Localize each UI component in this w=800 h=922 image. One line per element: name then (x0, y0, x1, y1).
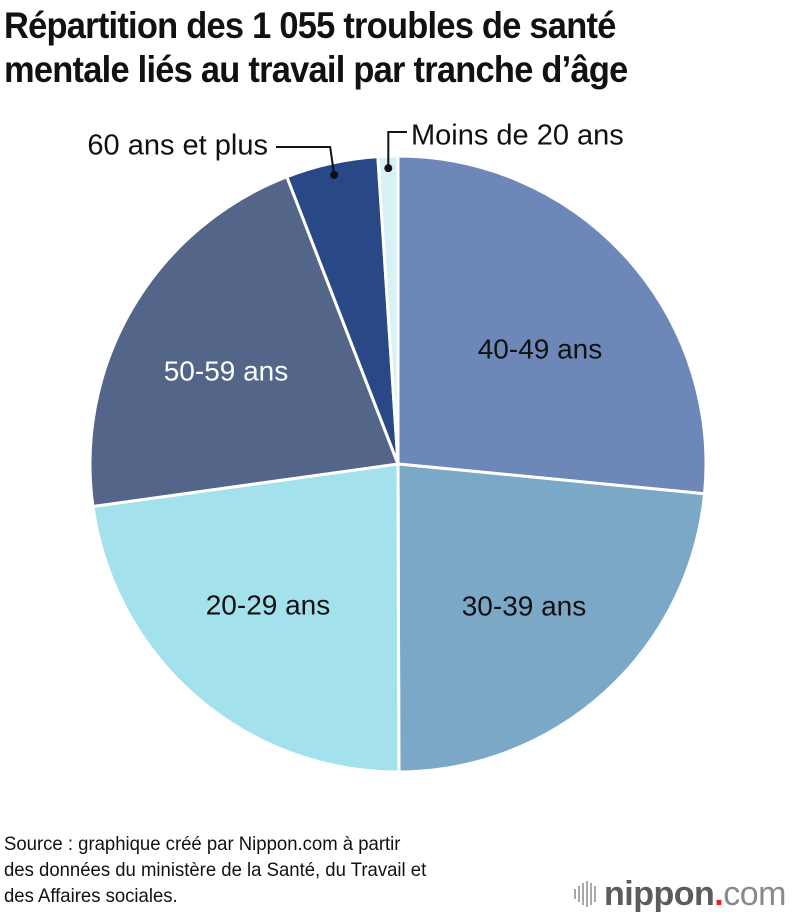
slice-label: 30-39 ans (462, 590, 587, 621)
slice-label: 60 ans et plus (87, 130, 268, 162)
leader-line (387, 131, 407, 169)
slice-label: 20-29 ans (206, 589, 331, 620)
leader-dot (384, 164, 393, 173)
logo-wordmark: nippon.com (604, 874, 786, 913)
source-line-2: des données du ministère de la Santé, du… (4, 859, 427, 881)
source-line-1: Source : graphique créé par Nippon.com à… (4, 833, 401, 855)
leader-dot (330, 170, 339, 179)
sound-bars-icon (574, 881, 596, 907)
pie-chart: 40-49 ans 30-39 ans 20-29 ans 50-59 ans 60 a… (87, 120, 708, 774)
slice-label: 40-49 ans (478, 333, 603, 364)
nippon-logo: nippon.com (574, 874, 786, 914)
slice-labels: 40-49 ans 30-39 ans 20-29 ans 50-59 ans 60 a… (87, 120, 623, 622)
chart-title: Répartition des 1 055 troubles de santé … (4, 4, 741, 92)
chart-title-line-2: mentale liés au travail par tranche d’âg… (4, 49, 628, 90)
slice-label: 50-59 ans (164, 355, 289, 386)
pie-slice-50-59-ans (88, 175, 400, 509)
source-note: Source : graphique créé par Nippon.com à… (4, 831, 426, 909)
chart-title-line-1: Répartition des 1 055 troubles de santé (4, 5, 616, 46)
pie-slice-40-49-ans (396, 154, 708, 496)
source-line-3: des Affaires sociales. (4, 885, 178, 907)
pie-slice-20-29-ans (91, 462, 401, 774)
pie-slice-30-39-ans (396, 462, 707, 774)
leader-line (276, 146, 336, 176)
slice-label: Moins de 20 ans (411, 120, 624, 152)
leader-lines (276, 131, 407, 179)
pie-slices (88, 154, 708, 774)
